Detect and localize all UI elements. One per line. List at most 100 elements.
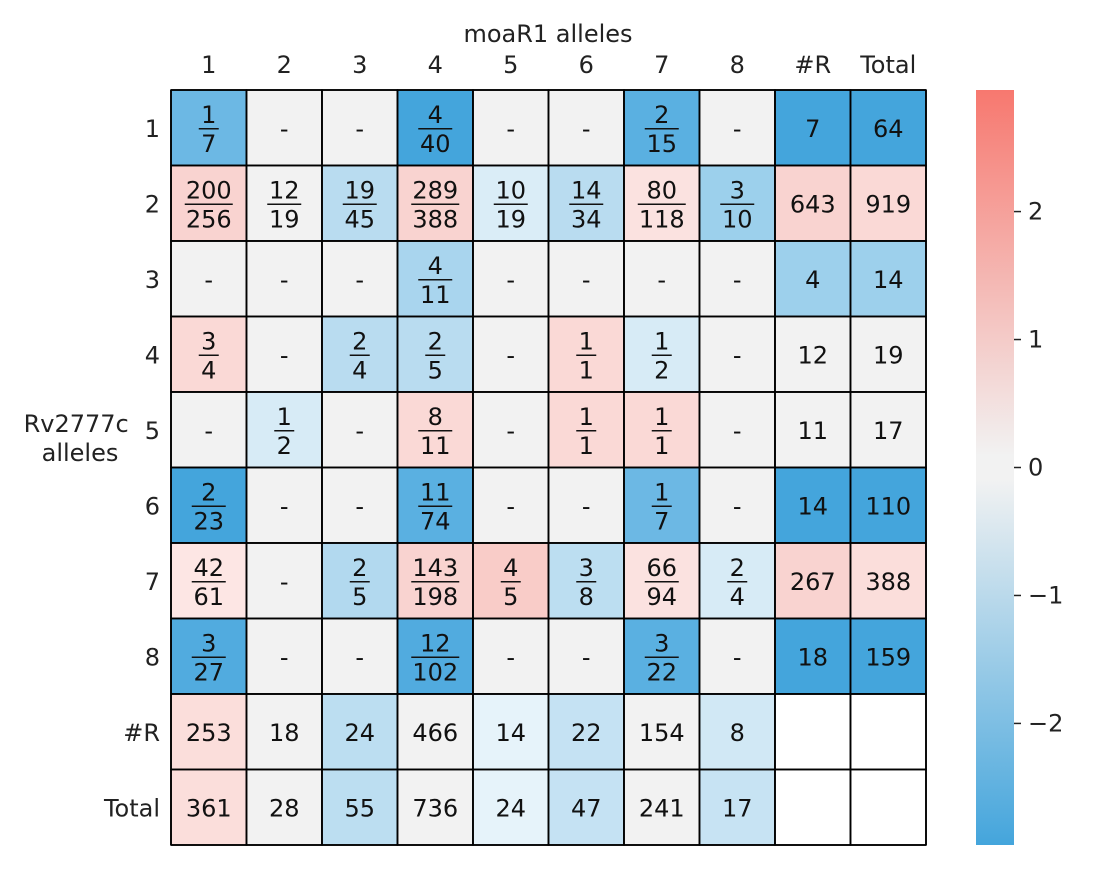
heatmap-cell: 159 <box>849 617 927 695</box>
heatmap-cell: 643 <box>774 164 852 242</box>
cell-rect <box>849 693 927 771</box>
cell-value: - <box>582 643 591 671</box>
heatmap-cell: - <box>547 89 625 167</box>
cell-rect <box>170 768 248 846</box>
cell-value: 8 <box>730 719 745 747</box>
cell-numerator: 143 <box>412 554 458 582</box>
cell-rect <box>321 315 399 393</box>
y-tick-label: 4 <box>145 341 160 369</box>
cell-rect <box>623 240 701 318</box>
cell-rect <box>774 693 852 771</box>
heatmap-cell: 17 <box>698 768 776 846</box>
heatmap-cell: - <box>321 391 399 469</box>
cell-rect <box>396 693 474 771</box>
heatmap-cell: 440 <box>396 89 474 167</box>
heatmap-cell: 736 <box>396 768 474 846</box>
colorbar: −2 −1 0 1 2 <box>976 90 1063 845</box>
heatmap-cell: - <box>321 617 399 695</box>
cell-value: - <box>733 643 742 671</box>
heatmap-cell: - <box>698 391 776 469</box>
cell-rect <box>774 466 852 544</box>
cell-rect <box>321 768 399 846</box>
cell-denominator: 4 <box>730 583 745 611</box>
heatmap-cell: 7 <box>774 89 852 167</box>
cell-value: 919 <box>865 190 911 218</box>
cell-rect <box>698 617 776 695</box>
heatmap-cell: - <box>547 240 625 318</box>
cell-rect <box>698 466 776 544</box>
cell-rect <box>321 693 399 771</box>
cell-denominator: 8 <box>579 583 594 611</box>
cell-value: 159 <box>865 643 911 671</box>
heatmap-cell: 322 <box>623 617 701 695</box>
y-tick-label: Total <box>103 794 160 822</box>
heatmap-cell: 361 <box>170 768 248 846</box>
cell-value: - <box>582 115 591 143</box>
cell-value: - <box>506 492 515 520</box>
cell-numerator: 12 <box>269 176 300 204</box>
cell-denominator: 2 <box>654 356 669 384</box>
heatmap-cell: 25 <box>321 542 399 620</box>
heatmap-cell: 18 <box>245 693 323 771</box>
heatmap-cell: 12 <box>245 391 323 469</box>
heatmap-cell: - <box>547 466 625 544</box>
cell-rect <box>698 315 776 393</box>
heatmap-cell: - <box>472 315 550 393</box>
cell-rect <box>547 391 625 469</box>
cell-rect <box>698 693 776 771</box>
y-tick-label: 1 <box>145 115 160 143</box>
cell-rect <box>774 542 852 620</box>
y-axis-title: Rv2777c alleles <box>24 410 137 467</box>
heatmap-cell: - <box>321 89 399 167</box>
cell-value: 47 <box>571 794 602 822</box>
cell-denominator: 19 <box>495 205 526 233</box>
heatmap-cell: - <box>472 617 550 695</box>
heatmap-cell: 466 <box>396 693 474 771</box>
x-tick-label: 6 <box>579 51 594 79</box>
cell-denominator: 7 <box>201 130 216 158</box>
cell-value: 241 <box>639 794 685 822</box>
x-tick-label: 4 <box>428 51 443 79</box>
x-tick-label: 5 <box>503 51 518 79</box>
heatmap-cell: 12 <box>774 315 852 393</box>
heatmap-cell: 45 <box>472 542 550 620</box>
cell-value: - <box>506 341 515 369</box>
cell-numerator: 289 <box>412 176 458 204</box>
cell-numerator: 1 <box>277 403 292 431</box>
heatmap-cell: - <box>170 240 248 318</box>
heatmap-cell: 11 <box>623 391 701 469</box>
cell-numerator: 1 <box>579 403 594 431</box>
cell-value: - <box>280 266 289 294</box>
cell-rect <box>547 89 625 167</box>
cell-numerator: 1 <box>579 327 594 355</box>
heatmap-cell: 17 <box>849 391 927 469</box>
heatmap-cell: 4 <box>774 240 852 318</box>
cell-denominator: 4 <box>352 356 367 384</box>
heatmap-cell: 241 <box>623 768 701 846</box>
heatmap-cell: - <box>245 542 323 620</box>
heatmap-cell: 11 <box>547 391 625 469</box>
heatmap-cell: 22 <box>547 693 625 771</box>
cell-value: 267 <box>790 568 836 596</box>
cell-numerator: 11 <box>420 478 451 506</box>
cell-value: - <box>582 492 591 520</box>
cell-value: 466 <box>412 719 458 747</box>
heatmap-cell: - <box>623 240 701 318</box>
cell-value: - <box>355 643 364 671</box>
heatmap-cell: - <box>321 240 399 318</box>
cell-denominator: 7 <box>654 507 669 535</box>
y-axis-title-line-1: Rv2777c <box>24 410 129 438</box>
heatmap-cell: 47 <box>547 768 625 846</box>
cell-value: 388 <box>865 568 911 596</box>
heatmap-cell: - <box>698 466 776 544</box>
heatmap-cell: 215 <box>623 89 701 167</box>
y-tick-label: #R <box>123 719 160 747</box>
cell-denominator: 27 <box>193 658 224 686</box>
cell-rect <box>623 89 701 167</box>
cell-denominator: 45 <box>344 205 375 233</box>
